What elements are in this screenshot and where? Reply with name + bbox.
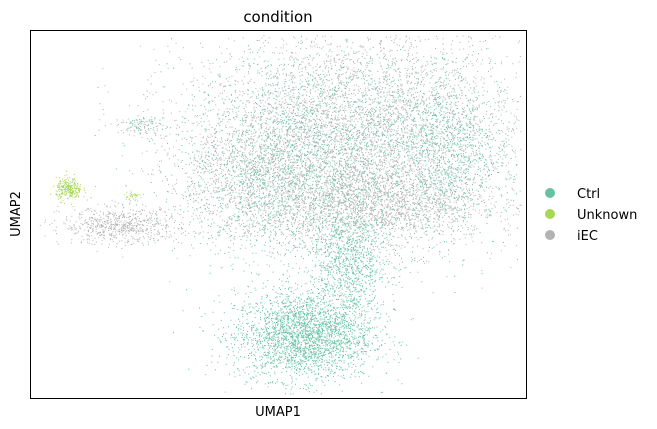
legend-marker-iec [545, 230, 555, 240]
series-iec-cluster-3 [39, 195, 228, 258]
y-axis-label: UMAP2 [9, 191, 24, 237]
series-unknown [50, 170, 142, 207]
plot-frame [30, 30, 527, 399]
series-ctrl-cluster-0 [173, 256, 419, 395]
series-ctrl [90, 36, 521, 395]
series-iec-cluster-1 [217, 137, 520, 262]
chart-title: condition [243, 8, 312, 26]
x-axis-label: UMAP1 [255, 405, 301, 420]
legend-label-ctrl: Ctrl [577, 187, 600, 202]
legend-marker-unknown [545, 209, 555, 219]
series-iec-cluster-4 [104, 118, 167, 138]
series-ctrl-cluster-5 [116, 117, 161, 131]
series-iec-cluster-0 [78, 35, 522, 321]
series-unknown-cluster-0 [50, 170, 87, 207]
series-ctrl-cluster-2 [90, 36, 521, 324]
legend-label-iec: iEC [577, 229, 598, 244]
legend: Ctrl Unknown iEC [545, 187, 637, 244]
legend-marker-ctrl [545, 188, 555, 198]
scatter-points [39, 35, 522, 395]
series-iec-cluster-2 [134, 77, 365, 289]
series-iec [39, 35, 522, 321]
legend-label-unknown: Unknown [577, 208, 637, 223]
series-unknown-cluster-1 [123, 190, 142, 202]
